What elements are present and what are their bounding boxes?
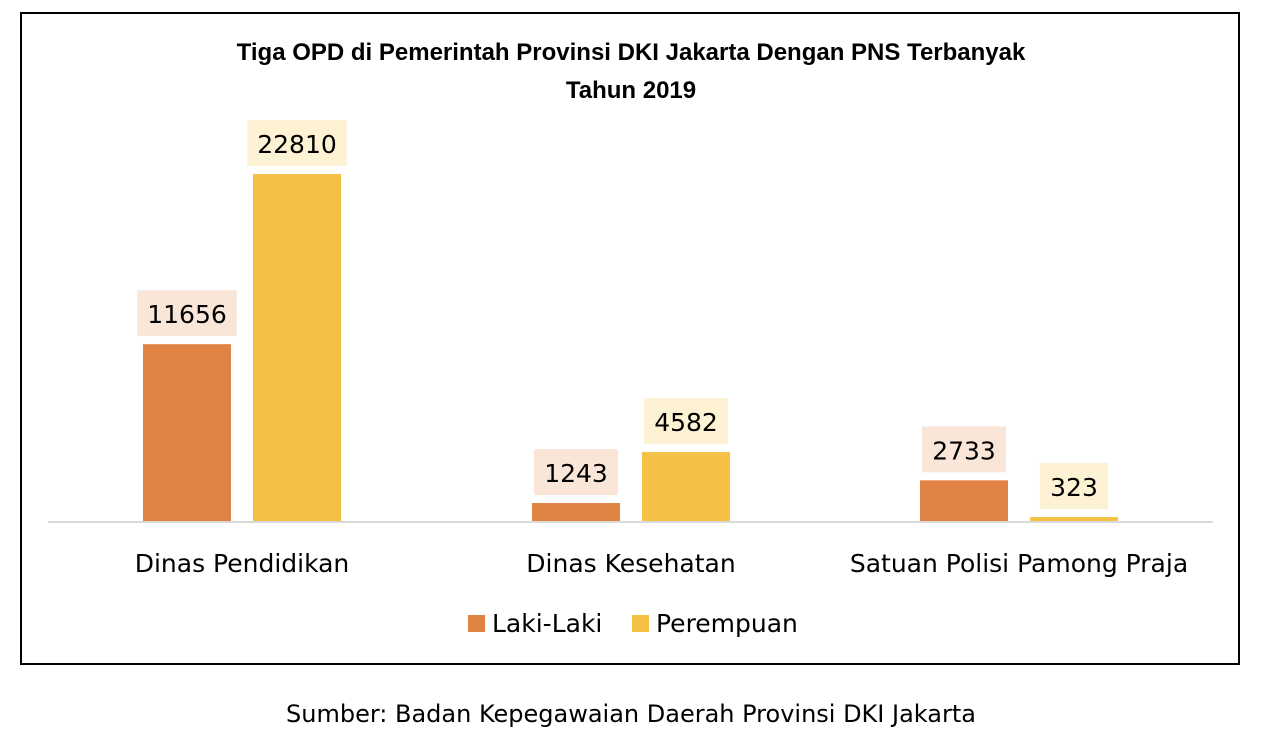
chart: Tiga OPD di Pemerintah Provinsi DKI Jaka…	[48, 39, 1213, 638]
category-label-1: Dinas Kesehatan	[526, 549, 735, 578]
categories-layer: Dinas Pendidikan Dinas Kesehatan Satuan Po…	[135, 549, 1188, 578]
data-label-bg-1-1	[644, 398, 728, 445]
data-label-0-0: 11656	[147, 300, 227, 329]
legend-label-0: Laki-Laki	[492, 609, 602, 638]
bar-1-2	[1030, 517, 1118, 522]
data-label-bg-1-2	[1039, 463, 1109, 510]
bar-1-1	[642, 452, 730, 522]
legend-swatch-1	[632, 615, 649, 632]
legend-label-1: Perempuan	[656, 609, 798, 638]
category-label-2: Satuan Polisi Pamong Praja	[850, 549, 1188, 578]
legend-swatch-0	[468, 615, 485, 632]
chart-subtitle: Tahun 2019	[566, 77, 696, 104]
source-note: Sumber: Badan Kepegawaian Daerah Provins…	[286, 700, 976, 728]
data-label-0-1: 1243	[544, 459, 608, 488]
data-label-1-1: 4582	[654, 408, 718, 437]
category-label-0: Dinas Pendidikan	[135, 549, 350, 578]
data-label-bg-0-2	[922, 426, 1006, 473]
data-label-1-2: 323	[1050, 473, 1098, 502]
legend: Laki-Laki Perempuan	[468, 609, 798, 638]
data-label-0-2: 2733	[932, 436, 996, 465]
bars-layer	[143, 174, 1118, 522]
data-label-bg-0-1	[534, 449, 618, 496]
bar-0-1	[532, 503, 620, 522]
data-label-bg-0-0	[137, 290, 237, 337]
bar-0-2	[920, 480, 1008, 522]
labels-layer: 11656 1243 2733 22810 4582 323	[137, 120, 1109, 510]
bar-0-0	[143, 344, 231, 522]
bar-1-0	[253, 174, 341, 522]
data-label-1-0: 22810	[257, 130, 337, 159]
data-label-bg-1-0	[247, 120, 347, 166]
chart-title: Tiga OPD di Pemerintah Provinsi DKI Jaka…	[237, 39, 1026, 66]
chart-frame	[20, 12, 1240, 665]
